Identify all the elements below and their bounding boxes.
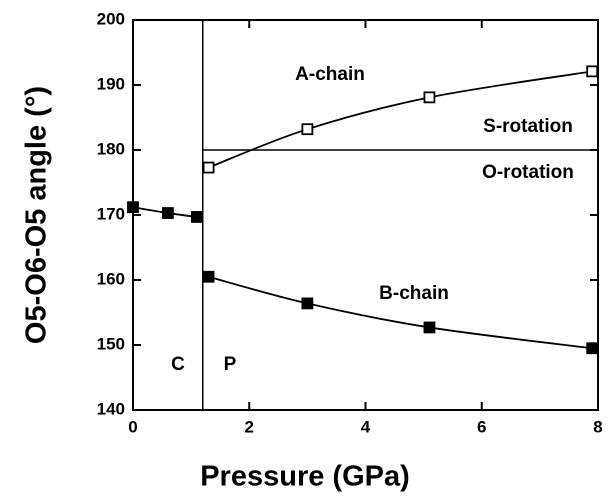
data-point: [161, 207, 174, 219]
data-point: [586, 65, 599, 78]
data-point: [423, 91, 436, 104]
y-tick-label: 140: [97, 399, 125, 418]
data-point: [423, 321, 436, 334]
data-point: [202, 161, 215, 174]
data-point: [586, 342, 599, 355]
annotation: O-rotation: [482, 162, 574, 183]
fit-curve: [208, 275, 593, 350]
y-tick-label: 200: [97, 9, 125, 28]
x-tick-label: 4: [361, 417, 371, 436]
y-tick-label: 180: [97, 139, 125, 158]
annotation: S-rotation: [483, 116, 573, 137]
x-tick-label: 0: [128, 417, 137, 436]
x-axis-label: Pressure (GPa): [200, 461, 410, 493]
y-tick-label: 160: [97, 269, 125, 288]
fit-curve: [208, 70, 593, 169]
x-tick-label: 2: [245, 417, 254, 436]
data-point: [191, 211, 203, 223]
y-axis-label: O5-O6-O5 angle (°): [21, 86, 53, 344]
data-point: [202, 270, 215, 283]
annotation: C: [171, 354, 185, 375]
annotation: A-chain: [295, 64, 365, 85]
x-tick-label: 8: [593, 417, 602, 436]
data-point: [127, 201, 139, 214]
y-tick-label: 190: [97, 74, 125, 93]
x-tick-label: 6: [477, 417, 486, 436]
y-tick-label: 170: [97, 204, 125, 223]
data-point: [301, 297, 314, 310]
data-point: [301, 123, 314, 136]
annotation: B-chain: [379, 283, 449, 304]
y-tick-label: 150: [97, 334, 125, 353]
annotation: P: [224, 354, 237, 375]
